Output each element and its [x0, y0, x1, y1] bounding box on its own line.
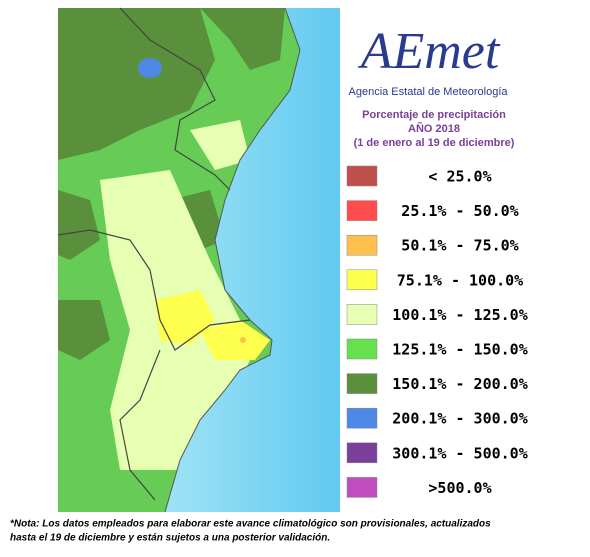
note: *Nota: Los datos empleados para elaborar…	[10, 519, 491, 530]
legend-swatch	[346, 477, 378, 498]
legend-label: 125.1% - 150.0%	[392, 341, 527, 359]
legend-swatch	[346, 338, 378, 360]
map	[57, 7, 340, 513]
legend-swatch	[346, 304, 378, 325]
legend-label: 50.1% - 75.0%	[401, 237, 518, 255]
title-line: Porcentaje de precipitación	[362, 109, 506, 121]
legend-label: 75.1% - 100.0%	[397, 271, 523, 289]
legend-label: 25.1% - 50.0%	[401, 202, 518, 220]
legend-label: >500.0%	[428, 479, 491, 497]
logo-subtitle: Agencia Estatal de Meteorología	[349, 86, 509, 98]
legend-swatch	[346, 269, 378, 291]
legend-label: 200.1% - 300.0%	[392, 410, 527, 428]
legend-label: < 25.0%	[428, 168, 491, 186]
legend-swatch	[346, 407, 378, 429]
title-line: AÑO 2018	[408, 122, 460, 135]
legend-swatch	[346, 165, 378, 187]
legend-label: 300.1% - 500.0%	[392, 444, 527, 462]
legend-swatch	[346, 234, 378, 256]
title-line: (1 de enero al 19 de diciembre)	[354, 137, 515, 149]
logo-name: AEmet	[358, 23, 501, 80]
legend-swatch	[346, 200, 378, 221]
legend: < 25.0% 25.1% - 50.0% 50.1% - 75.0% 75.1% -…	[346, 165, 528, 498]
legend-label: 100.1% - 125.0%	[392, 306, 527, 324]
note: hasta el 19 de diciembre y están sujetos…	[10, 533, 330, 544]
legend-label: 150.1% - 200.0%	[392, 375, 527, 393]
legend-swatch	[346, 373, 378, 394]
legend-swatch	[346, 442, 378, 464]
